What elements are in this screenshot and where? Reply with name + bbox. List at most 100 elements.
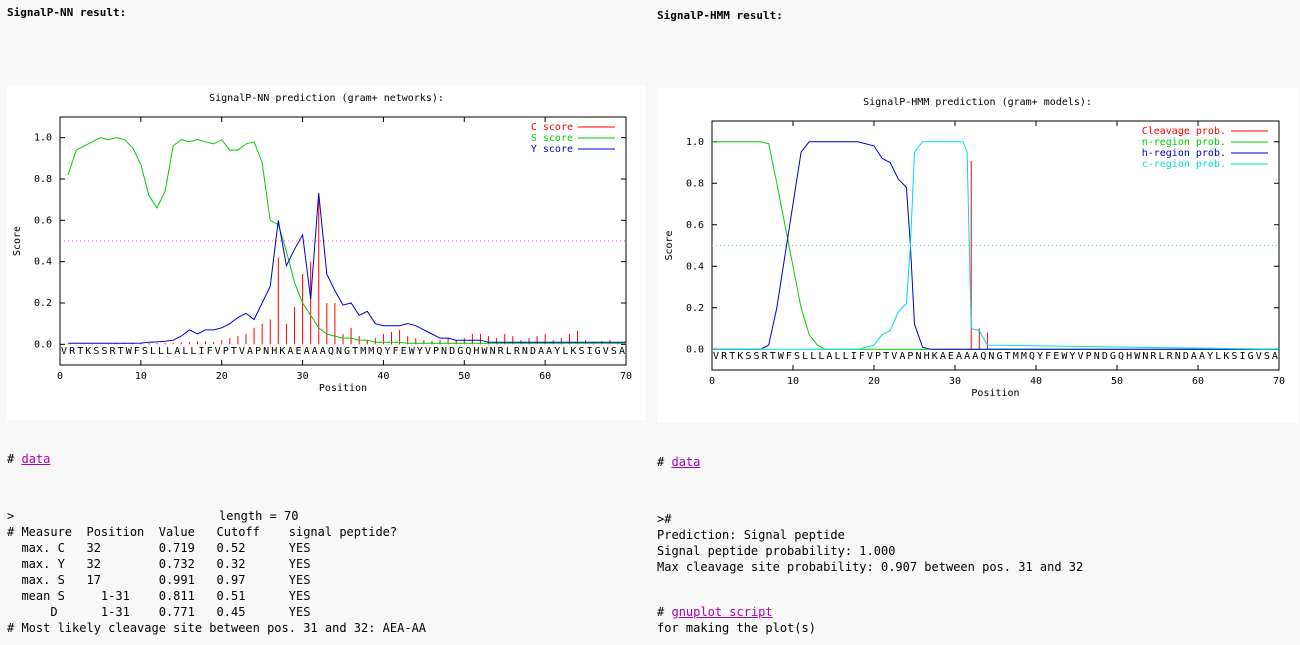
hmm-sequence-residue: T bbox=[1005, 351, 1011, 362]
nn-sequence-residue: H bbox=[473, 346, 479, 357]
nn-sequence-residue: L bbox=[166, 346, 172, 357]
hmm-sequence-residue: R bbox=[1167, 351, 1174, 362]
hmm-xtick-label: 40 bbox=[1030, 376, 1042, 387]
nn-sequence-residue: E bbox=[296, 346, 302, 357]
nn-x-axis-label: Position bbox=[319, 383, 367, 394]
hmm-sequence-residue: I bbox=[851, 351, 857, 362]
hmm-sequence-residue: L bbox=[818, 351, 824, 362]
nn-sequence-residue: T bbox=[118, 346, 124, 357]
nn-sequence-residue: L bbox=[506, 346, 512, 357]
nn-sequence-residue: A bbox=[304, 346, 310, 357]
nn-sequence-residue: A bbox=[538, 346, 544, 357]
hmm-sequence-residue: M bbox=[1013, 351, 1019, 362]
hmm-sequence-residue: W bbox=[1061, 351, 1068, 362]
hmm-sequence-residue: V bbox=[713, 351, 719, 362]
hmm-script-line: # gnuplot script bbox=[657, 604, 773, 620]
nn-table-row: D 1-31 0.771 0.45 YES bbox=[7, 605, 311, 619]
nn-ytick-label: 0.0 bbox=[34, 339, 52, 350]
hmm-ytick-label: 0.8 bbox=[686, 178, 704, 189]
nn-sequence-residue: N bbox=[441, 346, 447, 357]
nn-sequence-residue: T bbox=[77, 346, 83, 357]
nn-sequence-residue: S bbox=[142, 346, 148, 357]
hmm-script-suffix: for making the plot(s) bbox=[657, 621, 816, 635]
hmm-sequence-residue: K bbox=[737, 351, 743, 362]
hmm-prediction-plot: SignalP-HMM prediction (gram+ models): 0.… bbox=[657, 88, 1298, 423]
nn-sequence-residue: F bbox=[134, 346, 140, 357]
nn-xtick-label: 40 bbox=[377, 371, 389, 382]
nn-sequence-residue: W bbox=[409, 346, 416, 357]
nn-sequence-residue: R bbox=[69, 346, 76, 357]
hmm-sequence-residue: D bbox=[1183, 351, 1189, 362]
hmm-sequence-residue: F bbox=[859, 351, 865, 362]
nn-xtick-label: 30 bbox=[297, 371, 309, 382]
hmm-sequence-residue: L bbox=[843, 351, 849, 362]
hmm-data-link[interactable]: data bbox=[671, 455, 701, 469]
hmm-sequence-residue: H bbox=[924, 351, 930, 362]
nn-sequence-residue: V bbox=[61, 346, 67, 357]
hmm-prediction-text: Prediction: Signal peptide bbox=[657, 528, 845, 542]
nn-sequence-residue: A bbox=[247, 346, 253, 357]
nn-sequence-residue: K bbox=[85, 346, 91, 357]
hmm-sequence-residue: L bbox=[802, 351, 808, 362]
nn-series-line-2 bbox=[68, 193, 626, 344]
nn-sequence-residue: F bbox=[393, 346, 399, 357]
nn-ytick-label: 0.8 bbox=[34, 174, 52, 185]
nn-sequence-residue: A bbox=[619, 346, 625, 357]
hmm-sequence-residue: N bbox=[1175, 351, 1181, 362]
nn-sequence-residue: K bbox=[570, 346, 576, 357]
hmm-sequence-residue: P bbox=[875, 351, 881, 362]
hmm-sequence-residue: Q bbox=[1118, 351, 1124, 362]
hmm-result-heading: SignalP-HMM result: bbox=[657, 9, 783, 22]
nn-sequence-residue: L bbox=[562, 346, 568, 357]
nn-data-link[interactable]: data bbox=[21, 452, 51, 466]
hmm-sequence-residue: A bbox=[1272, 351, 1278, 362]
hmm-series-line-2 bbox=[712, 141, 1279, 350]
hmm-plot-svg: SignalP-HMM prediction (gram+ models): 0.… bbox=[664, 97, 1285, 399]
nn-sequence-residue: S bbox=[579, 346, 585, 357]
nn-xtick-label: 70 bbox=[620, 371, 632, 382]
nn-length-text: length = 70 bbox=[219, 509, 299, 523]
hmm-legend-label: Cleavage prob. bbox=[1142, 126, 1226, 137]
hmm-sequence-residue: V bbox=[1078, 351, 1084, 362]
hmm-sequence-residue: V bbox=[891, 351, 897, 362]
nn-xtick-label: 0 bbox=[57, 371, 63, 382]
hmm-legend-label: c-region prob. bbox=[1142, 159, 1226, 170]
nn-sequence-residue: W bbox=[481, 346, 488, 357]
nn-sequence-residue: Y bbox=[384, 346, 390, 357]
hmm-sequence-residue: F bbox=[786, 351, 792, 362]
hmm-sequence-residue: N bbox=[916, 351, 922, 362]
hmm-sequence-residue: Q bbox=[1029, 351, 1035, 362]
nn-sequence-residue: F bbox=[207, 346, 213, 357]
nn-sequence-residue: H bbox=[271, 346, 277, 357]
hmm-sequence-residue: H bbox=[1126, 351, 1132, 362]
nn-xtick-label: 50 bbox=[458, 371, 470, 382]
hmm-legend-label: n-region prob. bbox=[1142, 137, 1226, 148]
hmm-max-cleavage-text: Max cleavage site probability: 0.907 bet… bbox=[657, 560, 1084, 574]
hmm-xtick-label: 30 bbox=[949, 376, 961, 387]
hmm-ytick-label: 0.2 bbox=[686, 303, 704, 314]
nn-sequence-residue: T bbox=[352, 346, 358, 357]
nn-sequence-residue: N bbox=[263, 346, 269, 357]
hmm-xtick-label: 70 bbox=[1273, 376, 1285, 387]
hmm-ytick-label: 1.0 bbox=[686, 137, 704, 148]
nn-table-row: max. Y 32 0.732 0.32 YES bbox=[7, 557, 311, 571]
nn-sequence-residue: S bbox=[101, 346, 107, 357]
nn-sequence-residue: N bbox=[336, 346, 342, 357]
nn-sequence-residue: Q bbox=[465, 346, 471, 357]
nn-sequence-residue: R bbox=[514, 346, 521, 357]
nn-sequence-residue: Y bbox=[554, 346, 560, 357]
nn-sequence-residue: D bbox=[449, 346, 455, 357]
hmm-sequence-residue: G bbox=[997, 351, 1003, 362]
hmm-sequence-residue: A bbox=[972, 351, 978, 362]
hmm-sequence-residue: A bbox=[1199, 351, 1205, 362]
nn-summary-table: # Measure Position Value Cutoff signal p… bbox=[7, 524, 397, 620]
hmm-sequence-residue: A bbox=[956, 351, 962, 362]
hmm-sequence-residue: R bbox=[721, 351, 728, 362]
nn-sequence-residue: A bbox=[312, 346, 318, 357]
hmm-sequence-residue: Y bbox=[1207, 351, 1213, 362]
nn-sequence-residue: M bbox=[360, 346, 366, 357]
gnuplot-script-link[interactable]: gnuplot script bbox=[671, 605, 773, 619]
signalp-nn-column: SignalP-NN result: SignalP-NN prediction… bbox=[7, 6, 633, 635]
nn-sequence-residue: K bbox=[279, 346, 285, 357]
signalp-hmm-column: SignalP-HMM result: SignalP-HMM predicti… bbox=[650, 0, 1300, 645]
